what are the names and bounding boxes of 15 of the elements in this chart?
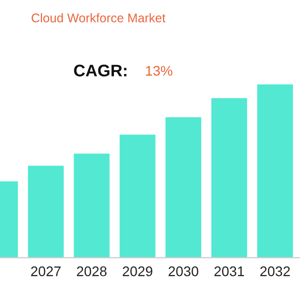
bar xyxy=(120,134,156,258)
bar xyxy=(74,154,110,258)
x-tick-label: 2029 xyxy=(122,266,152,276)
x-tick-label: 2030 xyxy=(168,266,198,276)
x-tick-label: 2031 xyxy=(214,266,244,276)
x-tick-label: 2027 xyxy=(31,266,61,276)
text: CAGR: xyxy=(74,64,126,76)
bar xyxy=(28,166,64,258)
chart-title: Cloud Workforce Market xyxy=(32,13,166,22)
text: 13% xyxy=(146,66,172,76)
bar xyxy=(165,117,202,258)
x-tick-label: 2032 xyxy=(260,266,290,276)
bar xyxy=(211,98,248,258)
bar xyxy=(257,84,293,258)
x-tick-label: 2028 xyxy=(76,266,107,276)
